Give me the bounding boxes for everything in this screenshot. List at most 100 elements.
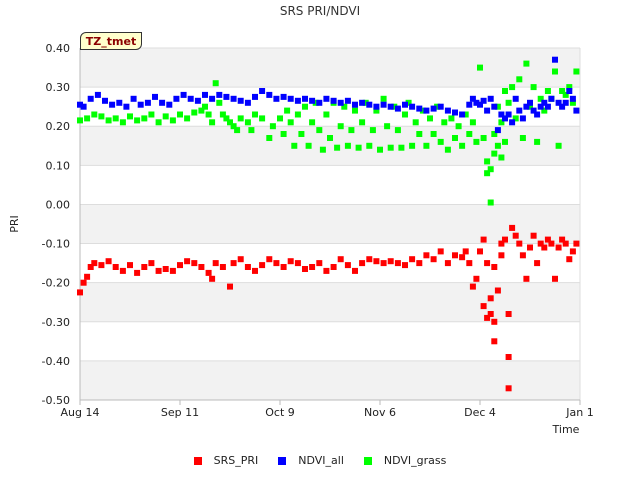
- data-point: [77, 289, 83, 296]
- data-point: [302, 95, 308, 102]
- data-point: [480, 303, 487, 310]
- data-point: [316, 127, 323, 134]
- x-tick-label: Nov 6: [364, 406, 396, 419]
- y-tick-label: 0.00: [46, 198, 71, 211]
- data-point: [409, 103, 416, 110]
- data-point: [123, 103, 130, 110]
- data-point: [259, 88, 266, 94]
- data-point: [373, 107, 380, 114]
- data-point: [498, 252, 505, 259]
- data-point: [491, 264, 498, 270]
- data-point: [559, 103, 566, 110]
- data-point: [444, 260, 451, 267]
- data-point: [337, 99, 344, 106]
- data-point: [244, 99, 251, 106]
- data-point: [237, 97, 244, 104]
- data-point: [566, 256, 573, 263]
- data-point: [516, 76, 523, 83]
- data-point: [569, 248, 576, 255]
- data-point: [252, 267, 258, 274]
- data-point: [530, 107, 537, 114]
- data-point: [277, 115, 283, 122]
- data-point: [498, 119, 505, 126]
- data-point: [319, 146, 326, 153]
- data-point: [266, 135, 273, 141]
- data-point: [248, 127, 255, 134]
- data-point: [509, 119, 516, 126]
- data-point: [387, 103, 394, 110]
- data-point: [87, 264, 94, 270]
- data-point: [223, 115, 230, 122]
- x-tick-label: Aug 14: [61, 406, 100, 419]
- data-point: [477, 248, 483, 255]
- data-point: [530, 84, 537, 91]
- data-point: [423, 142, 430, 149]
- data-point: [105, 117, 112, 124]
- data-point: [437, 248, 444, 255]
- data-point: [509, 224, 516, 231]
- data-point: [119, 267, 126, 274]
- data-point: [337, 123, 344, 130]
- data-point: [127, 113, 133, 120]
- data-point: [427, 115, 433, 122]
- data-point: [462, 111, 469, 118]
- data-point: [330, 97, 337, 104]
- data-point: [98, 113, 105, 120]
- data-point: [452, 135, 458, 141]
- data-point: [287, 95, 294, 102]
- data-point: [77, 101, 83, 108]
- data-point: [330, 264, 337, 270]
- data-point: [352, 267, 358, 274]
- data-point: [309, 119, 316, 126]
- data-point: [252, 111, 258, 118]
- data-point: [84, 115, 91, 122]
- data-point: [409, 256, 416, 263]
- data-point: [519, 252, 526, 259]
- data-point: [280, 93, 287, 100]
- data-point: [534, 260, 541, 267]
- data-point: [555, 99, 562, 106]
- data-point: [412, 119, 419, 126]
- data-point: [273, 260, 280, 267]
- data-point: [352, 101, 358, 108]
- data-point: [312, 99, 319, 106]
- data-point: [562, 240, 569, 247]
- grid-band: [80, 360, 580, 400]
- y-tick-label: -0.20: [42, 277, 70, 290]
- x-axis-label: Time: [552, 423, 580, 436]
- data-point: [352, 107, 358, 114]
- data-point: [477, 64, 483, 71]
- data-point: [169, 267, 176, 274]
- data-point: [555, 142, 562, 149]
- data-point: [494, 287, 501, 294]
- data-point: [469, 119, 476, 126]
- data-point: [237, 115, 244, 122]
- y-tick-label: 0.40: [46, 42, 71, 55]
- data-point: [266, 256, 273, 263]
- data-point: [298, 131, 305, 137]
- data-point: [484, 170, 491, 177]
- data-point: [305, 142, 312, 149]
- data-point: [209, 95, 216, 102]
- data-point: [469, 95, 476, 102]
- data-point: [362, 99, 369, 106]
- data-point: [198, 107, 205, 114]
- data-point: [452, 109, 458, 116]
- data-point: [480, 236, 487, 243]
- data-point: [380, 260, 387, 267]
- data-point: [505, 354, 512, 360]
- data-point: [266, 91, 273, 98]
- data-point: [544, 236, 551, 243]
- data-point: [227, 119, 233, 126]
- x-tick-label: Jan 1: [565, 406, 593, 419]
- data-point: [205, 111, 212, 118]
- data-point: [259, 115, 266, 122]
- data-point: [505, 385, 512, 392]
- data-point: [344, 142, 351, 149]
- data-point: [184, 115, 191, 122]
- y-tick-label: -0.50: [42, 394, 70, 407]
- data-point: [491, 131, 498, 137]
- data-point: [430, 105, 437, 112]
- series-ndvi-all: [77, 56, 580, 134]
